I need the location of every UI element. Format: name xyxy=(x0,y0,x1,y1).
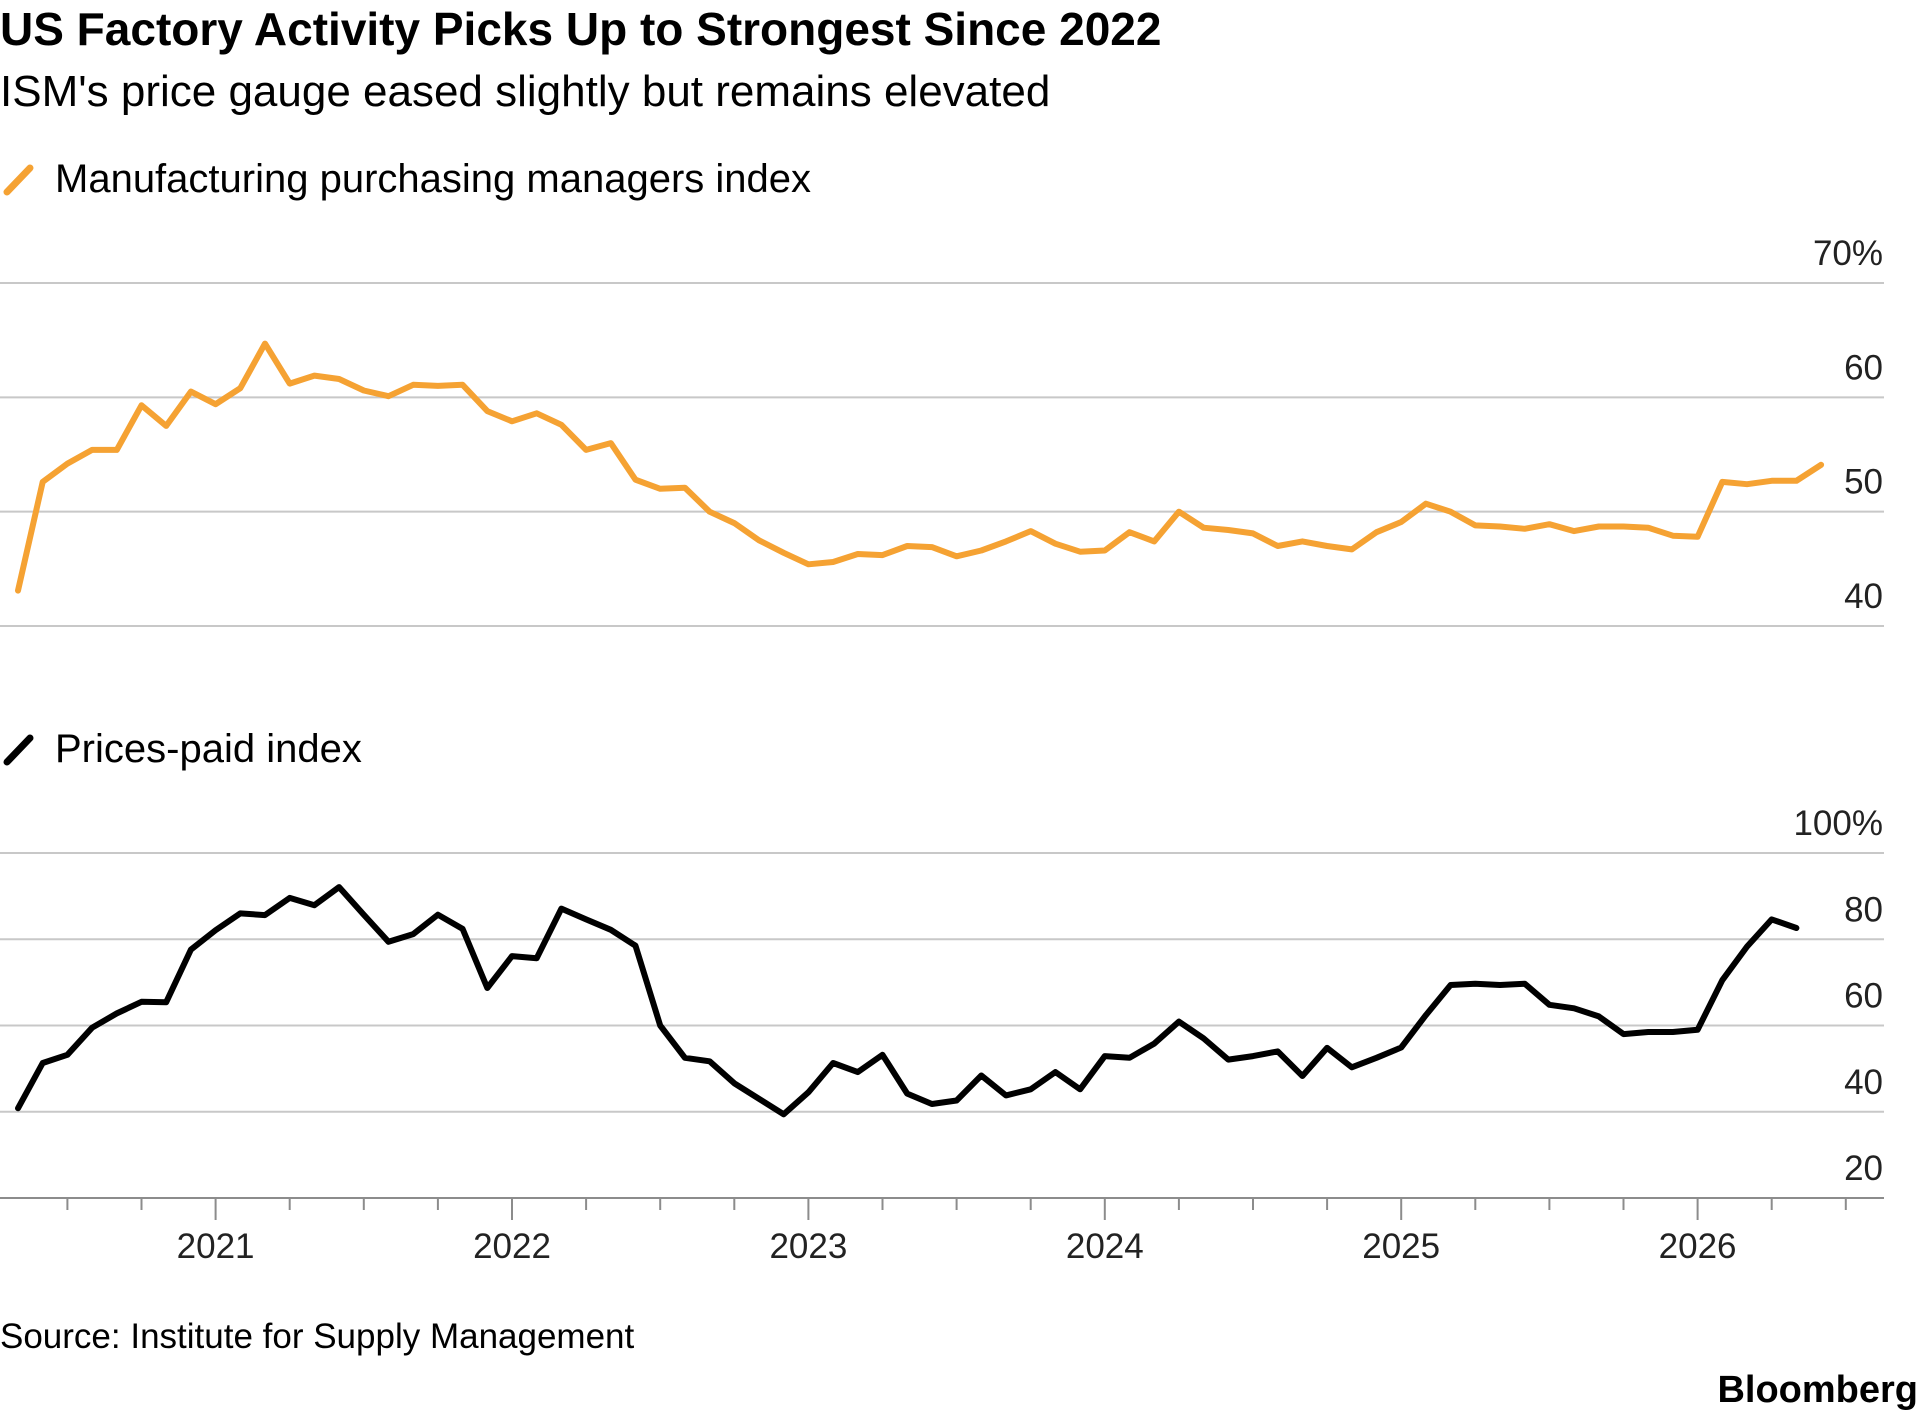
pmi-series-line xyxy=(15,340,1825,594)
pmi-y-tick-label: 70% xyxy=(1813,234,1883,273)
x-year-label: 2022 xyxy=(473,1227,551,1266)
pmi-gridlines xyxy=(0,282,1884,627)
pmi-y-tick-labels: 70% 60 50 40 xyxy=(1813,234,1883,616)
prices-legend-swatch xyxy=(3,734,34,766)
chart-subtitle: ISM's price gauge eased slightly but rem… xyxy=(0,67,1050,116)
prices-series-line xyxy=(15,884,1800,1118)
prices-legend-label: Prices-paid index xyxy=(55,727,362,771)
prices-y-tick-labels: 100% 80 60 40 20 xyxy=(1793,804,1883,1188)
prices-y-tick-label: 20 xyxy=(1844,1149,1883,1188)
prices-y-tick-label: 100% xyxy=(1793,804,1883,843)
prices-y-tick-label: 40 xyxy=(1844,1063,1883,1102)
pmi-y-tick-label: 50 xyxy=(1844,463,1883,502)
x-year-label: 2026 xyxy=(1659,1227,1737,1266)
chart-title: US Factory Activity Picks Up to Stronges… xyxy=(0,3,1161,55)
x-axis: 2021 2022 2023 2024 2025 2026 xyxy=(0,1197,1884,1266)
prices-y-tick-label: 60 xyxy=(1844,977,1883,1016)
x-year-label: 2023 xyxy=(769,1227,847,1266)
x-axis-year-labels: 2021 2022 2023 2024 2025 2026 xyxy=(177,1227,1737,1266)
prices-y-tick-label: 80 xyxy=(1844,890,1883,929)
x-year-label: 2021 xyxy=(177,1227,255,1266)
pmi-legend-swatch xyxy=(3,164,34,196)
prices-panel: Prices-paid index 100% 80 60 40 20 xyxy=(0,727,1884,1188)
pmi-y-tick-label: 40 xyxy=(1844,577,1883,616)
x-year-label: 2025 xyxy=(1362,1227,1440,1266)
pmi-y-tick-label: 60 xyxy=(1844,348,1883,387)
pmi-legend-label: Manufacturing purchasing managers index xyxy=(55,157,811,201)
x-axis-ticks xyxy=(66,1198,1847,1220)
x-year-label: 2024 xyxy=(1066,1227,1144,1266)
bloomberg-logo: Bloomberg xyxy=(1717,1369,1918,1411)
prices-gridlines xyxy=(0,852,1884,1113)
source-note: Source: Institute for Supply Management xyxy=(0,1317,635,1356)
pmi-panel: Manufacturing purchasing managers index … xyxy=(0,157,1884,627)
